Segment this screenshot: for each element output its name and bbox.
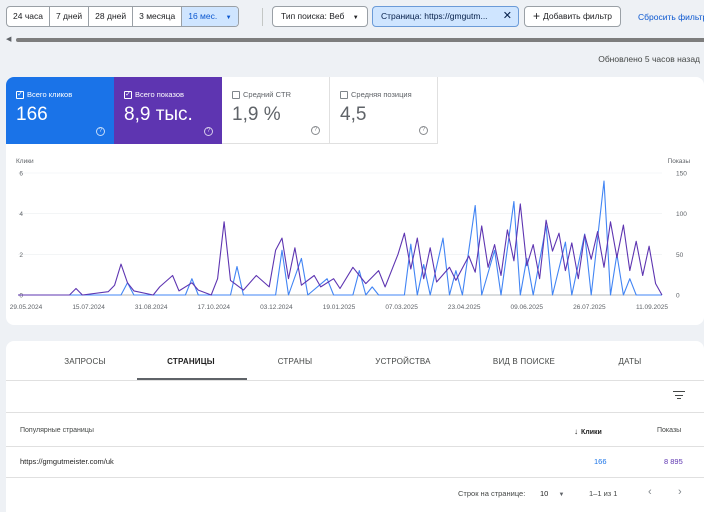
- reset-filters-link[interactable]: Сбросить фильтры: [638, 12, 704, 22]
- page-filter-label: Страница: https://gmgutm...: [381, 11, 488, 21]
- tab-dates[interactable]: Даты: [618, 357, 642, 366]
- scrollbar-thumb[interactable]: [16, 38, 704, 42]
- add-filter-button[interactable]: + Добавить фильтр: [524, 6, 622, 27]
- chevron-right-icon[interactable]: ›: [678, 486, 682, 498]
- selected-tab-indicator: [137, 378, 247, 380]
- row-impressions: 8 895: [664, 457, 683, 466]
- x-tick-label: 26.07.2025: [573, 304, 606, 311]
- left-axis-label: Клики: [16, 158, 34, 165]
- filter-separator: [262, 8, 263, 26]
- search-type-dropdown[interactable]: Тип поиска: Веб ▼: [272, 6, 368, 27]
- checkbox-unchecked-icon[interactable]: [232, 90, 240, 99]
- impressions-series-line: [18, 203, 663, 296]
- divider: [6, 477, 704, 478]
- divider: [6, 412, 704, 413]
- metric-label: Средний CTR: [243, 90, 291, 99]
- metric-value: 166: [16, 104, 48, 125]
- metric-label: Всего показов: [135, 90, 185, 99]
- performance-card: ✓ Всего кликов 166 ? ✓ Всего показов 8,9 т…: [6, 77, 704, 325]
- tab-pages[interactable]: Страницы: [167, 357, 215, 366]
- right-tick-label: 0: [676, 293, 680, 300]
- rows-per-page-label: Строк на странице:: [458, 489, 526, 498]
- scroll-left-icon[interactable]: ◀: [6, 36, 12, 43]
- metric-total-impressions[interactable]: ✓ Всего показов 8,9 тыс. ?: [114, 77, 222, 144]
- plus-icon: +: [533, 9, 541, 23]
- checkbox-checked-icon[interactable]: ✓: [124, 90, 132, 99]
- metric-value: 4,5: [340, 104, 367, 125]
- range-28d-button[interactable]: 28 дней: [89, 7, 134, 26]
- rows-per-page-select[interactable]: 10 ▼: [540, 489, 564, 498]
- metric-label: Всего кликов: [27, 90, 73, 99]
- x-tick-label: 23.04.2025: [448, 304, 481, 311]
- header-impressions[interactable]: Показы: [657, 427, 682, 434]
- x-tick-label: 15.07.2024: [72, 304, 105, 311]
- row-clicks: 166: [594, 457, 607, 466]
- caret-down-icon: ▼: [558, 492, 565, 498]
- header-clicks-label: Клики: [581, 429, 602, 436]
- metric-value: 8,9 тыс.: [124, 104, 193, 125]
- filter-list-icon[interactable]: [673, 391, 685, 400]
- checkbox-checked-icon[interactable]: ✓: [16, 90, 24, 99]
- date-range-group: 24 часа 7 дней 28 дней 3 месяца 16 мес. …: [6, 6, 239, 27]
- help-icon[interactable]: ?: [311, 126, 320, 135]
- tab-countries[interactable]: Страны: [277, 357, 313, 366]
- range-16m-label: 16 мес.: [188, 11, 218, 21]
- header-top-pages: Популярные страницы: [20, 427, 94, 434]
- divider: [6, 446, 704, 447]
- metric-average-position[interactable]: Средняя позиция 4,5 ?: [330, 77, 438, 144]
- left-tick-label: 2: [19, 252, 23, 259]
- divider: [6, 380, 704, 381]
- tab-devices[interactable]: Устройства: [375, 357, 431, 366]
- help-icon[interactable]: ?: [204, 127, 213, 136]
- left-tick-label: 6: [19, 171, 23, 178]
- checkbox-unchecked-icon[interactable]: [340, 90, 348, 99]
- help-icon[interactable]: ?: [96, 127, 105, 136]
- help-icon[interactable]: ?: [419, 126, 428, 135]
- caret-down-icon: ▼: [352, 15, 359, 21]
- right-tick-label: 100: [676, 211, 687, 218]
- search-type-label: Тип поиска: Веб: [281, 11, 345, 21]
- metric-value: 1,9 %: [232, 104, 281, 125]
- header-clicks[interactable]: ↓ Клики: [574, 427, 602, 436]
- chevron-left-icon[interactable]: ‹: [648, 486, 652, 498]
- x-tick-label: 03.12.2024: [260, 304, 293, 311]
- x-tick-label: 19.01.2025: [323, 304, 356, 311]
- metric-average-ctr[interactable]: Средний CTR 1,9 % ?: [222, 77, 330, 144]
- range-7d-button[interactable]: 7 дней: [50, 7, 90, 26]
- x-tick-label: 07.03.2025: [385, 304, 418, 311]
- tab-search-appearance[interactable]: Вид в поиске: [492, 357, 556, 366]
- pagination-range: 1–1 из 1: [589, 489, 618, 498]
- range-3m-button[interactable]: 3 месяца: [133, 7, 183, 26]
- page-filter-chip[interactable]: Страница: https://gmgutm... ✕: [372, 6, 519, 27]
- horizontal-scrollbar[interactable]: ◀: [6, 36, 704, 43]
- performance-chart[interactable]: Клики Показы 6 150 4 100 2 50 0 0 29.05.2024 15.07.…: [6, 155, 704, 320]
- right-tick-label: 50: [676, 252, 684, 259]
- rows-per-page-value: 10: [540, 489, 549, 498]
- row-page-url[interactable]: https://gmgutmeister.com/uk: [20, 457, 114, 466]
- caret-down-icon: ▼: [225, 15, 232, 21]
- sort-down-arrow-icon: ↓: [574, 427, 578, 436]
- right-axis-label: Показы: [668, 158, 691, 165]
- left-tick-label: 0: [19, 293, 23, 300]
- x-tick-label: 17.10.2024: [198, 304, 231, 311]
- report-table-card: Запросы Страницы Страны Устройства Вид в…: [6, 341, 704, 512]
- right-tick-label: 150: [676, 171, 687, 178]
- x-tick-label: 11.09.2025: [636, 304, 668, 311]
- add-filter-label: Добавить фильтр: [543, 11, 613, 21]
- left-tick-label: 4: [19, 211, 23, 218]
- range-16m-dropdown[interactable]: 16 мес. ▼: [182, 7, 238, 26]
- metric-label: Средняя позиция: [351, 90, 412, 99]
- metric-total-clicks[interactable]: ✓ Всего кликов 166 ?: [6, 77, 114, 144]
- x-tick-label: 09.06.2025: [511, 304, 544, 311]
- x-tick-label: 31.08.2024: [135, 304, 168, 311]
- range-24h-button[interactable]: 24 часа: [7, 7, 50, 26]
- clicks-series-line: [18, 180, 662, 296]
- tab-queries[interactable]: Запросы: [64, 357, 106, 366]
- close-icon[interactable]: ✕: [502, 10, 512, 22]
- updated-status: Обновлено 5 часов назад: [598, 54, 700, 64]
- x-tick-label: 29.05.2024: [10, 304, 43, 311]
